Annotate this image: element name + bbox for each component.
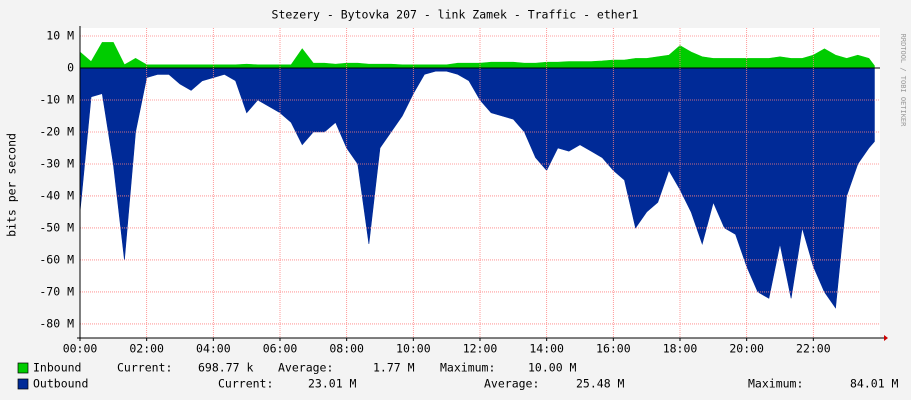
stat-label: Maximum: <box>440 361 495 375</box>
x-tick-label: 08:00 <box>329 342 364 356</box>
y-tick-label: -10 M <box>39 92 74 106</box>
y-tick-label: -60 M <box>39 252 74 266</box>
y-tick-label: -40 M <box>39 188 74 202</box>
x-tick-label: 14:00 <box>529 342 564 356</box>
y-tick-label: 10 M <box>46 28 74 42</box>
stat-value: 1.77 M <box>373 361 415 375</box>
x-tick-label: 06:00 <box>263 342 298 356</box>
x-tick-label: 12:00 <box>463 342 498 356</box>
stat-value: 25.48 M <box>576 377 625 391</box>
legend-swatch <box>17 378 29 390</box>
x-tick-label: 20:00 <box>729 342 764 356</box>
stat-label: Maximum: <box>748 377 803 391</box>
chart-title: Stezery - Bytovka 207 - link Zamek - Tra… <box>272 8 639 22</box>
x-tick-label: 18:00 <box>663 342 698 356</box>
y-tick-label: -80 M <box>39 316 74 330</box>
x-tick-label: 04:00 <box>196 342 231 356</box>
y-tick-label: -70 M <box>39 284 74 298</box>
stat-label: Average: <box>278 361 333 375</box>
y-tick-label: -30 M <box>39 156 74 170</box>
legend-label: Outbound <box>33 377 88 391</box>
x-tick-label: 22:00 <box>796 342 831 356</box>
stat-value: 698.77 k <box>198 361 253 375</box>
x-axis-arrow <box>884 335 888 341</box>
y-axis-label: bits per second <box>5 133 19 237</box>
side-text: RRDTOOL / TOBI OETIKER <box>899 34 907 128</box>
stat-value: 23.01 M <box>308 377 357 391</box>
y-tick-label: 0 <box>67 60 74 74</box>
stat-value: 84.01 M <box>850 377 899 391</box>
y-tick-label: -50 M <box>39 220 74 234</box>
x-tick-label: 10:00 <box>396 342 431 356</box>
area <box>79 67 875 309</box>
stat-value: 10.00 M <box>528 361 577 375</box>
stat-label: Average: <box>484 377 539 391</box>
stat-label: Current: <box>117 361 172 375</box>
x-tick-label: 16:00 <box>596 342 631 356</box>
legend-swatch <box>17 362 29 374</box>
legend-label: Inbound <box>33 361 81 375</box>
stat-label: Current: <box>218 377 273 391</box>
y-tick-label: -20 M <box>39 124 74 138</box>
x-tick-label: 02:00 <box>129 342 164 356</box>
area <box>79 42 875 69</box>
x-tick-label: 00:00 <box>63 342 98 356</box>
